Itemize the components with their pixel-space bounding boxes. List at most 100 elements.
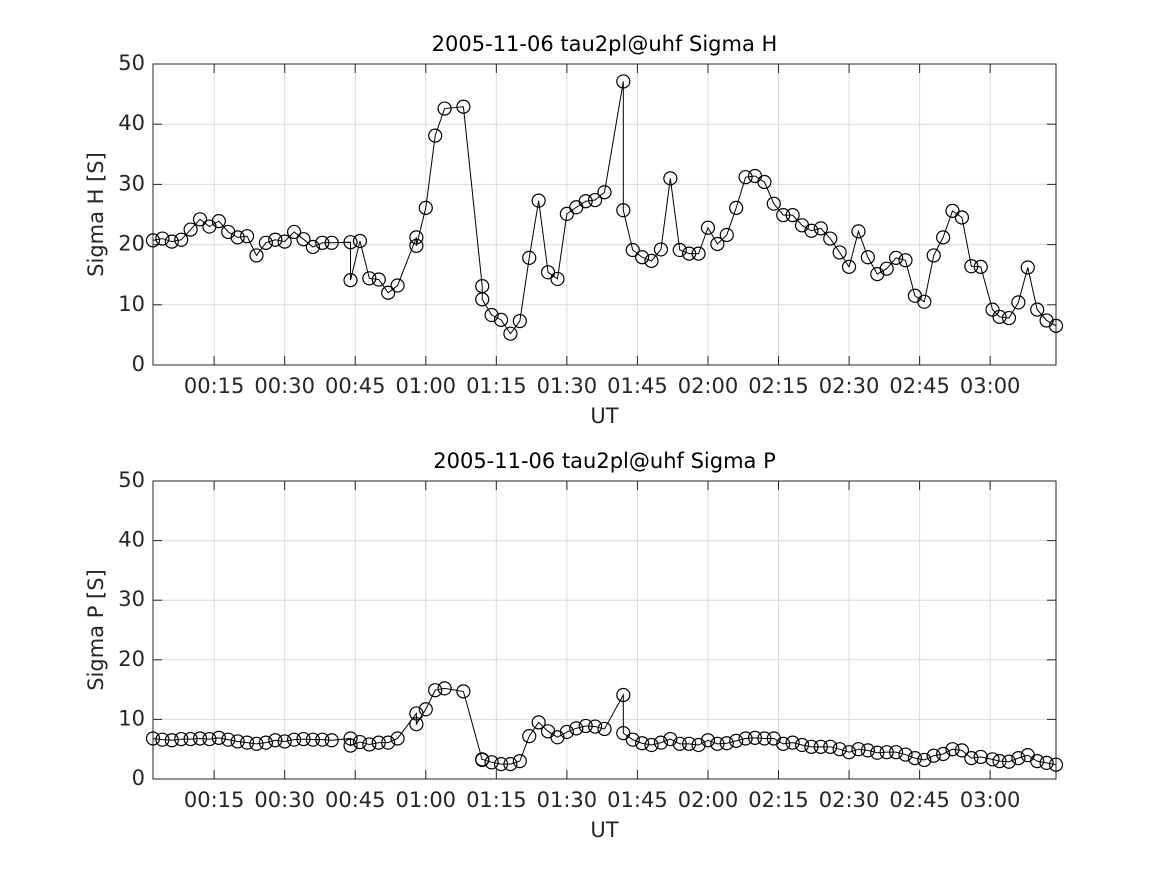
marker: [164, 733, 179, 748]
marker: [409, 717, 424, 732]
marker: [324, 235, 339, 250]
marker: [1048, 757, 1064, 772]
marker: [860, 250, 875, 265]
x-tick-label: 01:45: [607, 374, 668, 398]
x-tick-label: 01:30: [537, 788, 598, 812]
marker: [616, 726, 631, 741]
marker: [776, 736, 791, 751]
marker: [672, 736, 687, 751]
x-tick-label: 01:30: [537, 374, 598, 398]
marker: [484, 307, 499, 323]
marker: [493, 312, 509, 327]
marker: [964, 751, 979, 766]
marker: [221, 732, 236, 747]
x-tick-label: 00:15: [184, 788, 245, 812]
marker: [569, 721, 584, 736]
marker: [296, 731, 311, 747]
chart-title: 2005-11-06 tau2pl@uhf Sigma P: [433, 449, 776, 473]
marker: [418, 200, 433, 215]
marker: [700, 220, 716, 235]
marker: [409, 230, 424, 245]
y-axis-label: Sigma P [S]: [84, 569, 108, 691]
marker: [823, 739, 838, 754]
y-tick-label: 40: [118, 111, 145, 135]
marker: [164, 234, 179, 249]
marker: [155, 732, 170, 747]
marker: [522, 250, 537, 265]
y-tick-label: 20: [118, 647, 145, 671]
marker: [776, 208, 791, 223]
marker: [145, 731, 161, 746]
marker: [700, 733, 716, 748]
marker: [437, 101, 452, 116]
marker: [371, 735, 386, 750]
x-tick-label: 00:30: [254, 788, 315, 812]
marker: [239, 735, 255, 750]
marker: [512, 313, 527, 329]
marker: [1030, 754, 1045, 769]
x-tick-label: 02:15: [748, 374, 809, 398]
marker: [785, 735, 800, 750]
marker: [907, 751, 923, 766]
marker: [1048, 318, 1064, 333]
marker: [738, 170, 753, 185]
marker: [870, 745, 885, 760]
marker: [286, 732, 302, 747]
marker: [985, 752, 1000, 767]
marker: [512, 754, 527, 769]
marker: [804, 739, 819, 754]
marker: [493, 756, 509, 772]
y-tick-label: 0: [132, 352, 145, 376]
marker: [597, 185, 612, 200]
marker: [898, 253, 913, 268]
marker: [183, 731, 198, 747]
marker: [729, 200, 744, 215]
marker: [409, 706, 424, 721]
x-tick-label: 01:45: [607, 788, 668, 812]
marker: [428, 683, 443, 698]
marker: [587, 719, 603, 734]
x-tick-label: 01:15: [466, 788, 527, 812]
marker: [192, 731, 208, 746]
y-tick-label: 30: [118, 171, 145, 195]
marker: [616, 74, 631, 89]
x-tick-label: 01:15: [466, 374, 527, 398]
marker: [917, 752, 932, 768]
marker: [211, 214, 226, 229]
y-tick-label: 20: [118, 232, 145, 256]
marker: [286, 224, 302, 240]
marker: [682, 246, 697, 261]
marker: [794, 737, 810, 753]
marker: [738, 731, 753, 746]
x-tick-label: 02:00: [678, 788, 739, 812]
marker: [973, 259, 988, 274]
marker: [691, 246, 706, 261]
marker: [484, 755, 499, 770]
marker: [719, 227, 734, 243]
marker: [1039, 755, 1054, 771]
marker: [992, 309, 1007, 324]
marker: [945, 203, 960, 218]
marker: [531, 193, 546, 208]
marker: [249, 736, 264, 751]
marker: [635, 250, 650, 265]
marker: [813, 221, 828, 236]
marker: [230, 230, 245, 245]
plot-area: [153, 64, 1056, 365]
marker: [587, 192, 603, 208]
marker: [503, 756, 518, 772]
marker: [653, 242, 669, 257]
axes: 0 10 20 30 40 50 00:15 00:30 00:45 01:00 01:15 01:3…: [84, 449, 1064, 842]
x-tick-label: 03:00: [960, 374, 1021, 398]
marker: [616, 687, 631, 703]
marker: [954, 743, 970, 758]
marker: [230, 734, 245, 749]
marker: [851, 224, 866, 239]
x-tick-label: 02:30: [819, 788, 880, 812]
marker: [757, 174, 772, 190]
marker: [277, 734, 292, 749]
x-tick-label: 01:00: [396, 788, 457, 812]
marker: [343, 273, 358, 288]
plot-area: [153, 481, 1056, 779]
x-axis-label: UT: [590, 404, 618, 428]
